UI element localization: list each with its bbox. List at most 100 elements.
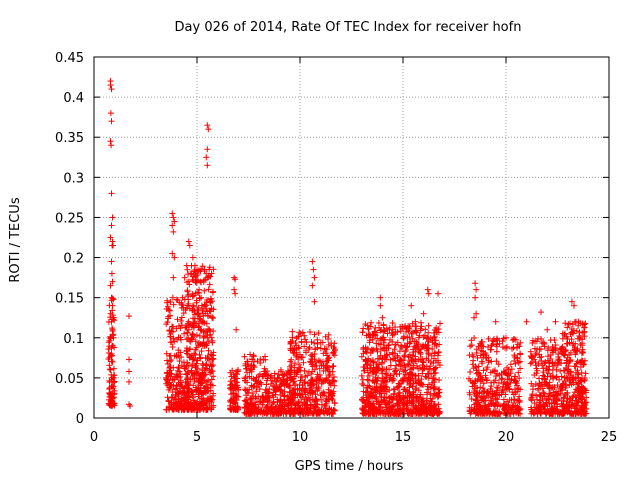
data-point — [109, 307, 116, 314]
data-point — [204, 122, 211, 129]
data-point — [170, 301, 177, 308]
y-tick-label: 0.35 — [55, 131, 84, 146]
data-point — [527, 360, 534, 367]
data-point — [167, 364, 174, 371]
data-point — [166, 358, 173, 365]
data-point — [492, 318, 499, 325]
data-point — [209, 314, 216, 321]
data-point — [173, 382, 180, 389]
data-point — [186, 242, 193, 249]
data-point — [126, 368, 133, 375]
x-tick-label: 10 — [292, 430, 309, 445]
data-point — [189, 307, 196, 314]
x-tick-label: 5 — [193, 430, 201, 445]
data-point — [181, 274, 188, 281]
data-point — [109, 242, 116, 249]
data-point — [168, 328, 175, 335]
data-point — [208, 369, 215, 376]
data-point — [109, 328, 116, 335]
y-tick-label: 0 — [76, 412, 84, 427]
data-point — [510, 344, 517, 351]
data-point — [209, 355, 216, 362]
data-point — [535, 386, 542, 393]
data-point — [473, 286, 480, 293]
data-point — [425, 322, 432, 329]
data-point — [173, 373, 180, 380]
data-point — [373, 340, 380, 347]
data-point — [185, 393, 192, 400]
data-point — [105, 318, 112, 325]
data-point — [191, 378, 198, 385]
data-point — [189, 254, 196, 261]
data-point — [171, 338, 178, 345]
data-point — [568, 298, 575, 305]
data-point — [183, 350, 190, 357]
data-point — [109, 391, 116, 398]
data-point — [183, 345, 190, 352]
data-point — [177, 336, 184, 343]
data-point — [174, 367, 181, 374]
data-point — [167, 373, 174, 380]
data-point — [204, 146, 211, 153]
data-point — [432, 376, 439, 383]
x-tick-label: 25 — [601, 430, 618, 445]
data-point — [173, 325, 180, 332]
x-tick-label: 20 — [498, 430, 515, 445]
data-point — [180, 406, 187, 413]
data-point — [163, 321, 170, 328]
data-point — [435, 290, 442, 297]
data-point — [210, 315, 217, 322]
data-point — [108, 358, 115, 365]
data-point — [109, 214, 116, 221]
data-point — [174, 373, 181, 380]
data-point — [185, 362, 192, 369]
data-point — [171, 254, 178, 261]
data-point — [470, 357, 477, 364]
data-point — [107, 234, 114, 241]
data-point — [189, 334, 196, 341]
y-tick-label: 0.15 — [55, 292, 84, 307]
data-point — [232, 276, 239, 283]
data-point — [570, 302, 577, 309]
y-tick-label: 0.45 — [55, 51, 84, 66]
data-point — [472, 280, 479, 287]
data-point — [196, 378, 203, 385]
data-point — [198, 348, 205, 355]
data-point — [203, 340, 210, 347]
data-point — [169, 222, 176, 229]
data-point — [187, 338, 194, 345]
data-point — [167, 312, 174, 319]
data-point — [184, 320, 191, 327]
data-point — [508, 366, 515, 373]
data-point — [311, 298, 318, 305]
data-point — [194, 400, 201, 407]
data-point — [191, 315, 198, 322]
data-point — [175, 347, 182, 354]
data-point — [169, 344, 176, 351]
data-point — [110, 296, 117, 303]
data-points — [105, 78, 590, 417]
data-point — [275, 371, 282, 378]
data-point — [437, 320, 444, 327]
data-point — [187, 376, 194, 383]
data-point — [106, 343, 113, 350]
data-point — [528, 397, 535, 404]
data-point — [111, 387, 118, 394]
data-point — [204, 274, 211, 281]
data-point — [368, 346, 375, 353]
data-point — [169, 323, 176, 330]
data-point — [126, 313, 133, 320]
data-point — [466, 352, 473, 359]
data-point — [168, 399, 175, 406]
data-point — [190, 320, 197, 327]
data-point — [563, 340, 570, 347]
data-point — [210, 373, 217, 380]
data-point — [204, 365, 211, 372]
data-point — [174, 316, 181, 323]
data-point — [493, 348, 500, 355]
data-point — [205, 126, 212, 133]
data-point — [166, 365, 173, 372]
data-point — [203, 320, 210, 327]
data-point — [209, 404, 216, 411]
data-point — [110, 383, 117, 390]
